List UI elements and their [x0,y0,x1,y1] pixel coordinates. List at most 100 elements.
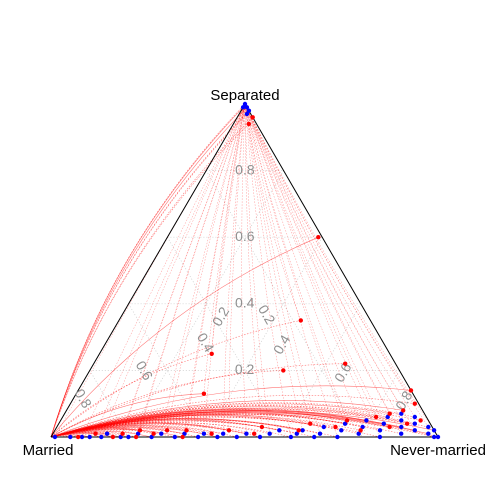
data-point-blue [159,431,164,436]
data-point-blue [104,431,110,436]
connection-arc [50,414,361,438]
data-point-blue [79,434,85,440]
connection-arc [161,103,246,434]
data-point-blue [244,111,250,117]
gridline [205,170,361,438]
connection-arc [50,395,415,438]
connection-arc [50,418,321,438]
data-point-red [201,391,207,396]
connection-arc [50,320,301,438]
tick-label-separated: 0.4 [235,295,255,311]
data-point-red [296,428,301,433]
connection-arc [244,103,263,428]
data-point-blue [377,428,383,433]
data-point-blue [221,431,226,436]
connection-arc [241,103,247,434]
data-point-red [401,408,406,413]
connection-arc [244,103,435,431]
tick-labels: 0.20.40.60.80.20.20.4 0.40.6 0.60.8 0.8 [72,161,416,413]
data-point-blue [381,421,386,426]
data-point-red [408,388,414,393]
data-point-blue [52,434,58,440]
data-point-blue [364,418,369,423]
connection-arc [50,107,248,438]
data-point-red [418,418,423,423]
connection-arc [50,430,123,438]
data-point-blue [385,414,390,420]
data-point-red [412,401,417,406]
data-point-red [373,414,379,420]
connection-arc [120,103,246,438]
data-point-red [246,121,251,127]
data-point-blue [426,424,431,430]
data-point-red [209,351,214,356]
connection-arc [244,103,402,421]
data-point-red [120,431,125,436]
connection-arc [122,103,246,434]
data-point-blue [317,431,323,436]
data-point-blue [300,428,305,433]
data-point-blue [244,431,249,436]
gridline [360,370,400,438]
connection-arc [50,236,319,438]
connection-arc [244,103,429,428]
data-point-red [281,368,286,373]
data-point-blue [87,434,92,440]
connection-arc [50,425,168,438]
data-point-red [75,434,81,440]
data-point-red [333,424,338,430]
connection-arc [50,428,183,438]
connection-arc [50,410,435,438]
connection-arc [137,103,246,434]
connection-arcs [50,103,439,438]
tick-label-separated: 0.2 [235,361,255,377]
data-point-red [308,421,313,426]
tick-label-never-married: 0.6 [331,360,355,385]
connection-arc [50,385,412,438]
gridline [167,237,284,438]
vertex-label-separated: Separated [210,87,279,104]
connection-arc [244,103,311,424]
connection-arc [50,411,390,438]
connection-arc [244,103,270,434]
connection-arc [244,103,363,428]
data-point-blue [195,434,201,440]
connection-arc [244,103,346,424]
connection-arc [139,103,246,431]
data-point-blue [431,434,437,440]
connection-arc [240,103,246,110]
connection-arc [50,405,421,438]
connection-arc [244,103,303,431]
data-point-red [344,418,350,423]
data-point-blue [399,418,404,423]
data-point-blue [149,434,154,440]
connection-arc [50,407,415,438]
connection-arc [244,103,416,418]
data-point-red [387,411,392,416]
connection-arc [101,103,246,438]
data-point-red [164,428,170,433]
gridline [205,237,323,438]
data-point-blue [267,431,272,436]
data-point-blue [234,434,239,440]
connection-arc [81,103,246,438]
gridline [128,170,284,438]
data-point-blue [277,428,282,433]
data-point-blue [172,434,177,440]
connection-arc [244,103,402,434]
connection-arc [54,103,246,438]
data-point-red [180,434,185,440]
vertex-label-married: Married [23,442,74,459]
connection-arc [244,103,390,414]
data-point-red [252,431,257,436]
connection-arc [244,103,385,424]
connection-arc [95,103,246,434]
connection-arc [186,103,246,431]
data-point-blue [294,431,299,436]
frame-edge-left [50,103,246,438]
tick-label-separated: 0.8 [235,161,255,177]
connection-arc [50,419,338,438]
data-point-blue [321,424,326,430]
connection-arc [244,103,348,421]
